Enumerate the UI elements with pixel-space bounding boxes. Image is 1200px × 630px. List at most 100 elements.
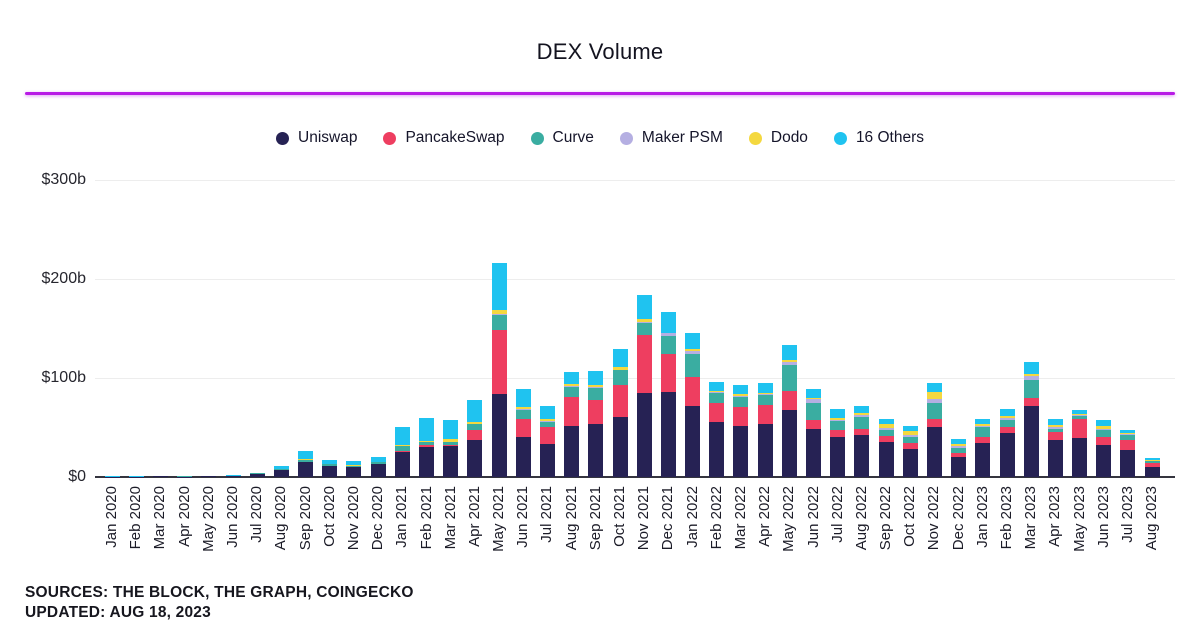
bar-segment xyxy=(370,457,386,462)
bar-segment xyxy=(975,423,991,426)
bar-segment xyxy=(733,406,749,426)
bar-segment xyxy=(515,437,531,477)
bar-segment xyxy=(419,442,435,446)
bar-segment xyxy=(394,446,410,452)
x-tick-cell: Sep 2020 xyxy=(294,486,318,552)
bar-segment xyxy=(999,426,1015,434)
stacked-bar xyxy=(902,425,918,477)
x-tick-cell: May 2020 xyxy=(197,486,221,552)
legend-label: Curve xyxy=(552,129,594,146)
stacked-bar xyxy=(128,476,144,477)
legend-swatch-icon xyxy=(748,131,762,145)
bar-column xyxy=(1043,180,1067,477)
x-tick-cell: Mar 2023 xyxy=(1019,486,1043,552)
bar-column xyxy=(826,180,850,477)
bar-column xyxy=(801,180,825,477)
bar-segment xyxy=(1120,433,1136,435)
bar-segment xyxy=(781,360,797,363)
bar-segment xyxy=(999,415,1015,418)
bar-segment xyxy=(709,392,725,403)
stacked-bar xyxy=(854,405,870,477)
bar-column xyxy=(898,180,922,477)
bar-segment xyxy=(467,399,483,422)
bar-segment xyxy=(878,442,894,477)
bar-segment xyxy=(1047,426,1063,429)
x-axis-line xyxy=(95,476,1175,478)
bar-segment xyxy=(733,384,749,394)
x-tick-label: Jun 2023 xyxy=(1094,486,1112,548)
bar-segment xyxy=(612,366,628,370)
bar-segment xyxy=(370,462,386,464)
bar-segment xyxy=(346,465,362,467)
bar-segment xyxy=(273,466,289,469)
x-tick-cell: Nov 2021 xyxy=(632,486,656,552)
x-tick-cell: Jul 2021 xyxy=(535,486,559,552)
bar-segment xyxy=(346,461,362,466)
legend-swatch-icon xyxy=(833,131,847,145)
bar-segment xyxy=(612,348,628,367)
stacked-bar xyxy=(419,417,435,477)
bar-segment xyxy=(419,447,435,477)
x-tick-label: Sep 2020 xyxy=(296,486,314,551)
x-tick-cell: May 2021 xyxy=(487,486,511,552)
stacked-bar xyxy=(491,263,507,477)
bar-segment xyxy=(975,425,991,427)
x-tick-cell: Aug 2021 xyxy=(560,486,584,552)
bar-segment xyxy=(491,309,507,314)
bar-segment xyxy=(902,437,918,444)
bar-column xyxy=(318,180,342,477)
legend-item: PancakeSwap xyxy=(383,129,505,147)
bar-segment xyxy=(757,383,773,393)
bar-column xyxy=(439,180,463,477)
stacked-bar xyxy=(733,384,749,477)
y-tick-0: $0 xyxy=(68,468,86,485)
bar-segment xyxy=(588,387,604,400)
stacked-bar xyxy=(709,382,725,477)
x-tick-label: Oct 2020 xyxy=(320,486,338,547)
bar-segment xyxy=(249,472,265,474)
bar-segment xyxy=(806,402,822,420)
x-tick-cell: Oct 2021 xyxy=(608,486,632,552)
bar-segment xyxy=(1023,380,1039,398)
x-tick-cell: Sep 2021 xyxy=(584,486,608,552)
bar-segment xyxy=(951,453,967,458)
x-tick-label: Jan 2020 xyxy=(103,486,121,548)
legend-label: Dodo xyxy=(770,129,808,146)
bar-column xyxy=(124,180,148,477)
x-tick-label: May 2020 xyxy=(199,486,217,552)
x-tick-label: Jan 2021 xyxy=(393,486,411,548)
bar-segment xyxy=(1023,362,1039,375)
bar-segment xyxy=(443,442,459,446)
bar-segment xyxy=(660,354,676,392)
bar-segment xyxy=(636,392,652,477)
stacked-bar xyxy=(806,388,822,477)
x-tick-label: Mar 2021 xyxy=(441,486,459,550)
x-tick-cell: Mar 2021 xyxy=(439,486,463,552)
x-tick-cell: Jul 2022 xyxy=(826,486,850,552)
bar-segment xyxy=(854,428,870,436)
bar-segment xyxy=(564,386,580,397)
bar-column xyxy=(1092,180,1116,477)
bar-segment xyxy=(564,425,580,477)
bar-column xyxy=(173,180,197,477)
bar-column xyxy=(1116,180,1140,477)
x-tick-label: Oct 2022 xyxy=(901,486,919,547)
stacked-bar xyxy=(588,370,604,477)
bar-segment xyxy=(298,459,314,463)
stacked-bar xyxy=(152,475,168,477)
bar-segment xyxy=(999,419,1015,427)
bar-segment xyxy=(830,417,846,420)
legend-item: Uniswap xyxy=(276,129,357,147)
bar-segment xyxy=(733,425,749,477)
bar-segment xyxy=(273,470,289,477)
bar-segment xyxy=(1072,414,1088,416)
bar-segment xyxy=(394,451,410,453)
x-tick-label: Nov 2021 xyxy=(635,486,653,551)
bar-segment xyxy=(636,318,652,322)
bar-segment xyxy=(612,370,628,385)
x-tick-label: Sep 2022 xyxy=(877,486,895,551)
bar-segment xyxy=(322,464,338,466)
x-tick-cell: Dec 2021 xyxy=(656,486,680,552)
bar-segment xyxy=(588,399,604,424)
x-tick-cell: Oct 2020 xyxy=(318,486,342,552)
